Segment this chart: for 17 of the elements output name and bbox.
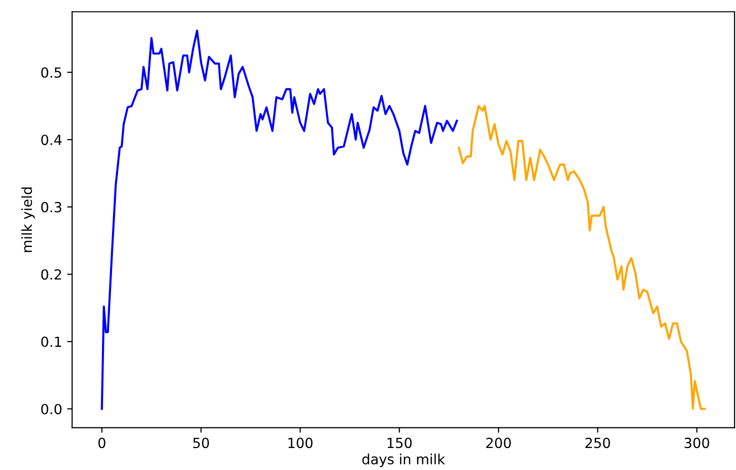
y-tick-label: 0.3 <box>41 202 62 212</box>
line-series <box>100 30 458 410</box>
y-axis-title: milk yield <box>21 187 35 252</box>
x-tick-label: 100 <box>288 438 313 448</box>
y-tick-label: 0.5 <box>41 67 62 78</box>
y-tick-label: 0.1 <box>41 336 62 348</box>
x-tick-label: 50 <box>193 438 209 448</box>
x-tick-label: 0 <box>98 438 106 448</box>
y-tick-label: 0.0 <box>41 404 62 414</box>
x-tick-label: 150 <box>388 438 412 448</box>
x-tick-label: 250 <box>585 438 610 448</box>
line-series <box>458 104 706 410</box>
y-tick-label: 0.2 <box>41 269 62 280</box>
x-axis-title: days in milk <box>362 454 446 468</box>
x-tick-label: 200 <box>486 438 511 448</box>
x-tick-label: 300 <box>684 438 710 448</box>
y-tick-label: 0.4 <box>41 134 62 146</box>
